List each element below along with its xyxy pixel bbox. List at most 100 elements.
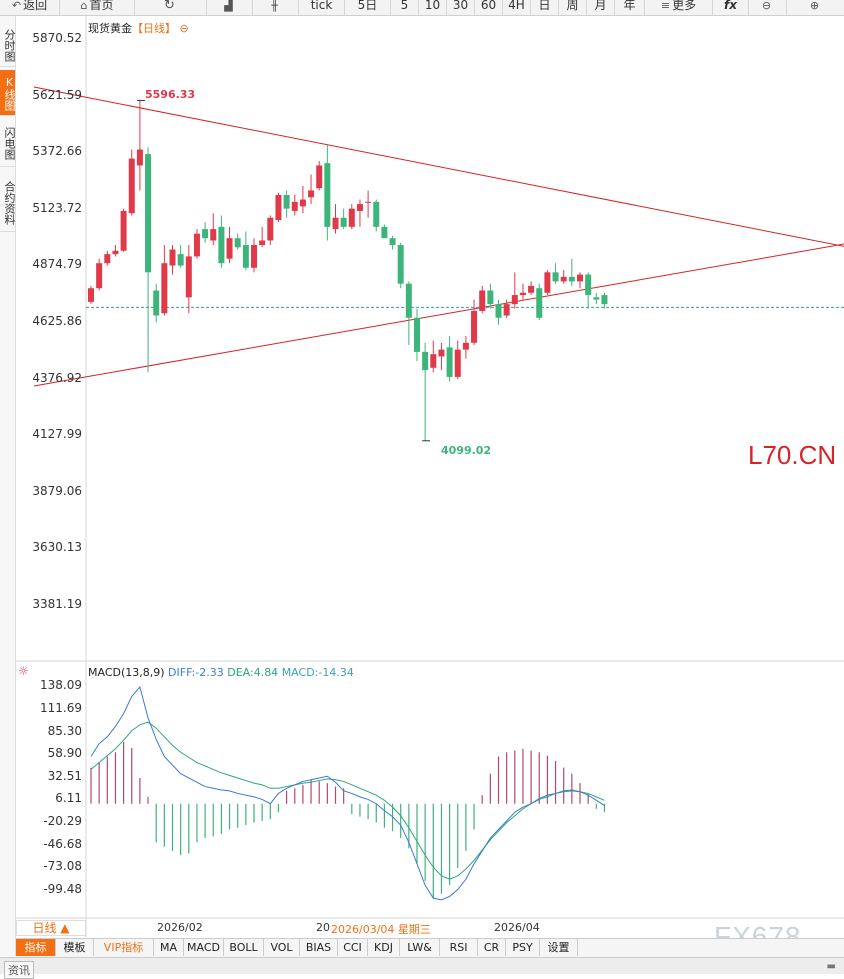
period-60-button[interactable]: 60 — [475, 0, 503, 15]
tab-cr[interactable]: CR — [478, 939, 506, 956]
tab-boll[interactable]: BOLL — [224, 939, 264, 956]
candle-body — [308, 190, 315, 198]
candle-body — [422, 351, 429, 371]
tab-cci[interactable]: CCI — [338, 939, 368, 956]
candle-body — [552, 272, 559, 282]
bar-chart-icon: ▟ — [224, 0, 233, 12]
zoom-out-button[interactable]: ⊖ — [749, 0, 787, 15]
tab-ma[interactable]: MA — [154, 939, 184, 956]
dea-line — [90, 721, 605, 880]
more-button[interactable]: ≡ 更多 — [645, 0, 713, 15]
collapse-icon[interactable]: ⊖ — [176, 22, 189, 35]
candle — [422, 342, 429, 441]
candle-body — [568, 276, 575, 282]
candle — [446, 335, 453, 382]
macd-axis-label: -46.68 — [43, 836, 82, 851]
period-4h-button[interactable]: 4H — [503, 0, 531, 15]
candlestick-icon: ╫ — [271, 0, 278, 12]
price-axis-label: 3879.06 — [32, 483, 82, 498]
candle-body — [430, 354, 437, 368]
back-button[interactable]: ↶ 返回 — [0, 0, 60, 15]
home-button[interactable]: ⌂ 首页 — [60, 0, 135, 15]
tick-button[interactable]: tick — [299, 0, 345, 15]
candle — [308, 174, 315, 205]
trend-line — [33, 243, 844, 387]
refresh-button[interactable]: ↻ — [135, 0, 207, 15]
candle-body — [405, 283, 412, 318]
period-10-button[interactable]: 10 — [419, 0, 447, 15]
candle-body — [96, 263, 103, 289]
candle-chart-button[interactable]: ▟ — [207, 0, 253, 15]
candle — [528, 281, 535, 296]
side-tab-flash[interactable]: 闪电图 — [0, 119, 16, 167]
candle — [536, 283, 543, 321]
tab-indicators[interactable]: 指标 — [16, 939, 56, 956]
tab-psy[interactable]: PSY — [506, 939, 540, 956]
kline-style-button[interactable]: ╫ — [253, 0, 299, 15]
candle-body — [438, 349, 445, 357]
candle-body — [365, 201, 372, 203]
candle — [471, 299, 478, 346]
period-week-button[interactable]: 周 — [559, 0, 587, 15]
tab-rsi[interactable]: RSI — [440, 939, 478, 956]
side-tab-contract[interactable]: 合约资料 — [0, 172, 16, 232]
five-day-button[interactable]: 5日 — [345, 0, 391, 15]
candle — [462, 335, 469, 359]
news-tab[interactable]: 资讯 — [4, 961, 34, 979]
macd-axis-label: 111.69 — [40, 700, 82, 715]
tab-macd[interactable]: MACD — [184, 939, 224, 956]
candle-body — [324, 163, 331, 227]
collapse-arrow-icon[interactable]: ▬ — [826, 961, 836, 972]
period-dropdown[interactable]: 日线 ▲ — [16, 920, 86, 936]
trend-line — [33, 86, 844, 247]
price-axis-label: 4376.92 — [32, 370, 82, 385]
tab-kdj[interactable]: KDJ — [368, 939, 400, 956]
candle-body — [234, 238, 241, 248]
formula-button[interactable]: fx — [713, 0, 749, 15]
macd-title: ☼ MACD(13,8,9) DIFF:-2.33 DEA:4.84 MACD:… — [18, 664, 354, 679]
tab-bias[interactable]: BIAS — [300, 939, 338, 956]
candle-body — [414, 317, 420, 352]
period-5-button[interactable]: 5 — [391, 0, 419, 15]
candle-body — [471, 310, 478, 343]
period-year-button[interactable]: 年 — [615, 0, 645, 15]
low-price-label: 4099.02 — [441, 444, 492, 457]
candle — [185, 245, 192, 314]
candle-body — [145, 154, 152, 273]
candle — [487, 283, 494, 309]
zoom-in-button[interactable]: ⊕ — [787, 0, 844, 15]
candle — [169, 245, 176, 275]
candle-body — [479, 290, 486, 311]
candle — [356, 199, 363, 227]
tab-lw[interactable]: LW& — [400, 939, 440, 956]
x-label-mar: 20 — [316, 921, 330, 934]
tab-template[interactable]: 模板 — [56, 939, 94, 956]
candle — [153, 283, 160, 323]
candle-body — [389, 238, 396, 246]
side-tab-timeshare[interactable]: 分时图 — [0, 22, 16, 67]
period-day-button[interactable]: 日 — [531, 0, 559, 15]
tab-vip-indicators[interactable]: VIP指标 — [94, 939, 154, 956]
candle-body — [267, 217, 274, 241]
candle-body — [316, 165, 323, 189]
period-30-button[interactable]: 30 — [447, 0, 475, 15]
side-tab-kline[interactable]: K线图 — [0, 70, 16, 116]
candle-body — [161, 263, 168, 314]
site-watermark: L70.CN — [748, 440, 837, 470]
price-axis-label: 5621.59 — [32, 87, 82, 102]
candle-body — [193, 233, 200, 257]
tab-vol[interactable]: VOL — [264, 939, 300, 956]
instrument-name: 现货黄金 — [88, 22, 132, 35]
macd-diff-value: DIFF:-2.33 — [168, 666, 224, 679]
candle-body — [487, 290, 494, 305]
crosshair-date-label: 2026/03/04 星期三 — [331, 921, 431, 937]
candle-body — [446, 347, 453, 377]
candle — [495, 299, 502, 325]
candle — [397, 242, 404, 289]
tab-settings[interactable]: 设置 — [540, 939, 578, 956]
macd-settings-icon[interactable]: ☼ — [18, 664, 29, 678]
period-month-button[interactable]: 月 — [587, 0, 615, 15]
macd-axis-label: 58.90 — [47, 746, 82, 761]
candle-body — [348, 208, 355, 227]
